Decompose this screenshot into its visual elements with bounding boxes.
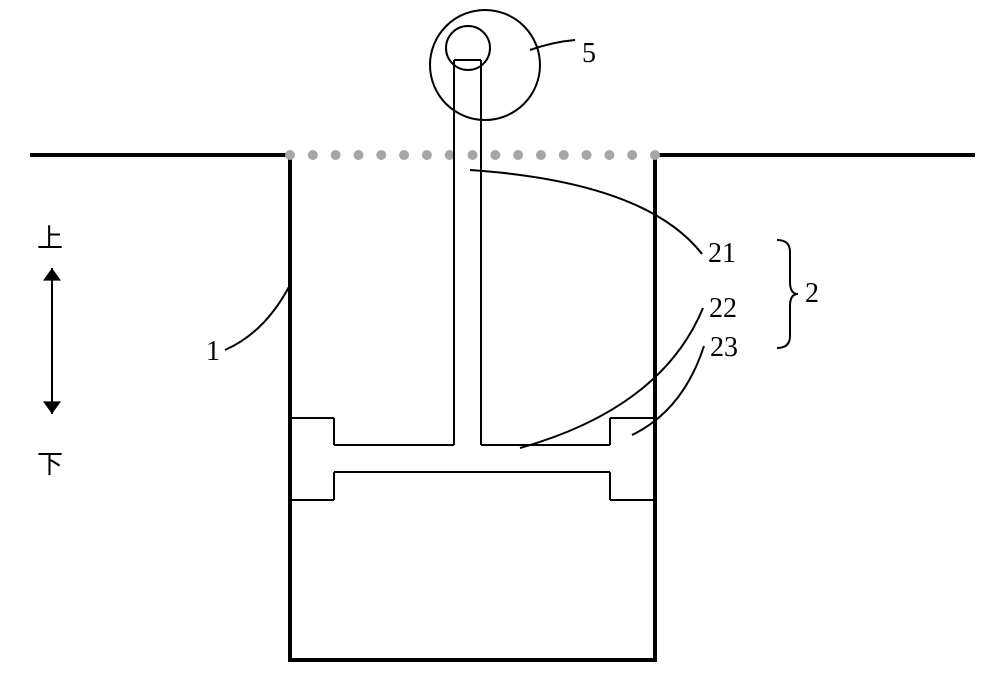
label-22: 22 (709, 293, 737, 325)
label-2: 2 (805, 278, 819, 310)
label-21: 21 (708, 238, 736, 270)
label-5: 5 (582, 38, 596, 70)
label-23: 23 (710, 332, 738, 364)
patent-diagram (0, 0, 1000, 684)
label-up: 上 (37, 218, 63, 255)
label-1: 1 (206, 336, 220, 368)
label-down: 下 (37, 444, 63, 481)
